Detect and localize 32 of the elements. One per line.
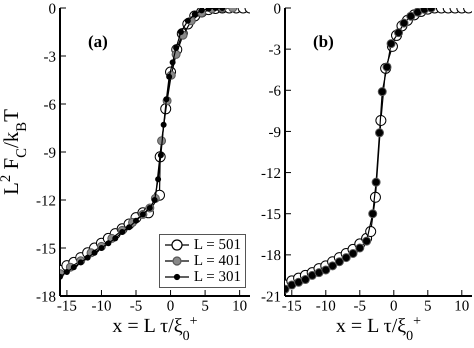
y-tick-label: -6 xyxy=(44,97,56,114)
legend-label: L = 501 xyxy=(194,237,241,253)
y-tick-label: -18 xyxy=(261,248,281,264)
x-tick-label: 0 xyxy=(390,298,398,315)
x-tick-label: -5 xyxy=(354,298,366,315)
text: (b) xyxy=(313,32,334,52)
x-tick-label: -10 xyxy=(91,298,112,315)
x-tick-label: 0 xyxy=(166,298,174,315)
x-tick-label: 5 xyxy=(201,298,209,315)
y-tick-label: -6 xyxy=(268,84,282,100)
x-tick-label: -10 xyxy=(316,298,336,315)
y-tick-label: -12 xyxy=(261,166,281,182)
y-tick-label: -9 xyxy=(44,145,56,162)
y-tick-label: -9 xyxy=(268,124,281,141)
text: (a) xyxy=(88,32,108,52)
x-tick-label: 10 xyxy=(232,298,248,315)
x-tick-label: 10 xyxy=(454,298,470,315)
x-tick-label: 5 xyxy=(424,298,432,315)
legend-label: L = 301 xyxy=(194,269,241,285)
y-tick-label: 0 xyxy=(274,1,281,18)
y-tick-label: -15 xyxy=(261,207,281,224)
y-tick-label: 0 xyxy=(48,1,56,18)
y-tick-label: -18 xyxy=(36,289,56,306)
x-tick-label: -15 xyxy=(56,298,77,315)
y-tick-label: -3 xyxy=(268,42,281,58)
y-tick-label: -3 xyxy=(44,49,56,66)
y-tick-label: -12 xyxy=(36,193,56,210)
legend-label: L = 401 xyxy=(194,253,241,269)
y-tick-label: -21 xyxy=(261,289,281,306)
x-tick-label: -15 xyxy=(282,298,302,315)
x-tick-label: -5 xyxy=(130,298,142,315)
y-tick-label: -15 xyxy=(36,241,56,258)
